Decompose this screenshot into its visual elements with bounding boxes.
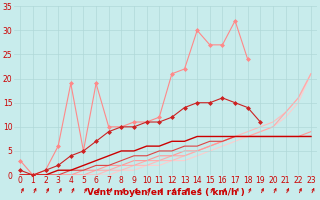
X-axis label: Vent moyen/en rafales ( km/h ): Vent moyen/en rafales ( km/h ) [87,188,244,197]
